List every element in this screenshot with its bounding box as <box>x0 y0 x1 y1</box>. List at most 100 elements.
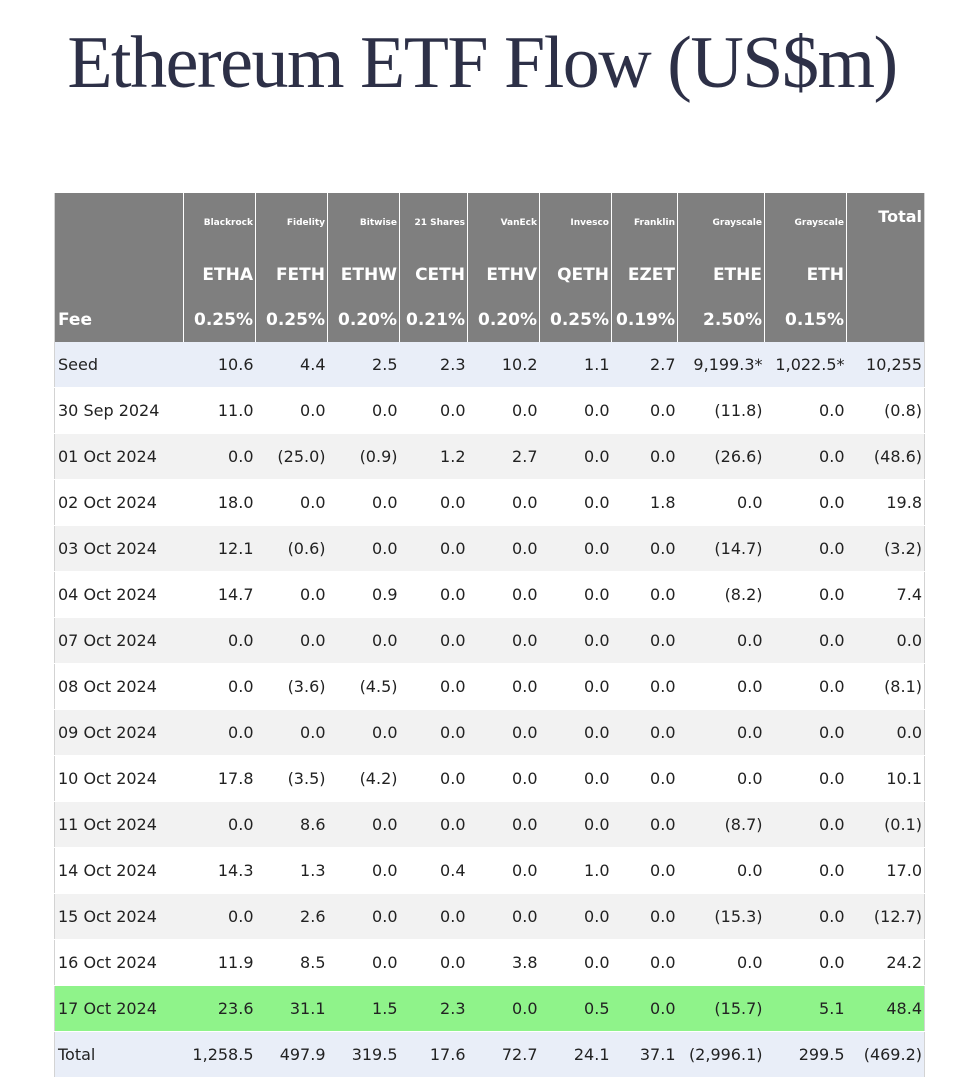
flow-cell: 0.0 <box>467 479 540 526</box>
ticker-header: QETH <box>539 252 612 297</box>
flow-cell: 0.4 <box>399 847 468 894</box>
flow-cell: (8.7) <box>677 801 765 848</box>
row-total-cell: 19.8 <box>846 479 925 526</box>
flow-cell: 0.0 <box>611 755 678 802</box>
flow-cell: 0.0 <box>327 525 400 572</box>
flow-cell: 0.0 <box>255 387 328 434</box>
header-blank-cell <box>54 193 184 252</box>
flow-cell: 497.9 <box>255 1031 328 1078</box>
ticker-header-row: ETHA FETH ETHW CETH ETHV QETH EZET ETHE … <box>54 252 925 297</box>
flow-cell: 31.1 <box>255 985 328 1032</box>
flow-cell: 2.3 <box>399 985 468 1032</box>
row-total-cell: (8.1) <box>846 663 925 710</box>
fee-value: 0.25% <box>539 297 612 342</box>
row-total-cell: 10.1 <box>846 755 925 802</box>
flow-cell: 0.0 <box>467 617 540 664</box>
issuer-header: Blackrock <box>183 193 256 252</box>
table-row: 17 Oct 2024 23.6 31.1 1.5 2.3 0.0 0.5 0.0 (15.7)… <box>54 985 925 1032</box>
flow-cell: 0.0 <box>611 709 678 756</box>
flow-cell: 0.0 <box>467 663 540 710</box>
flow-cell: 0.0 <box>539 617 612 664</box>
table-row: 15 Oct 2024 0.0 2.6 0.0 0.0 0.0 0.0 0.0 (15.3) 0.… <box>54 893 925 940</box>
flow-cell: 17.8 <box>183 755 256 802</box>
flow-cell: 0.0 <box>183 617 256 664</box>
flow-cell: 0.0 <box>611 571 678 618</box>
flow-cell: 0.0 <box>255 571 328 618</box>
flow-cell: 14.3 <box>183 847 256 894</box>
flow-cell: 0.9 <box>327 571 400 618</box>
flow-cell: 0.0 <box>183 709 256 756</box>
row-label: 03 Oct 2024 <box>54 525 184 572</box>
flow-cell: 1.0 <box>539 847 612 894</box>
flow-cell: 2.5 <box>327 342 400 388</box>
flow-cell: 0.0 <box>467 847 540 894</box>
flow-cell: 0.0 <box>399 571 468 618</box>
flow-cell: 0.0 <box>764 939 847 986</box>
table-row: 16 Oct 2024 11.9 8.5 0.0 0.0 3.8 0.0 0.0 0.0 0.0 2… <box>54 939 925 986</box>
flow-cell: 0.0 <box>611 985 678 1032</box>
flow-cell: (3.5) <box>255 755 328 802</box>
flow-cell: 0.0 <box>764 433 847 480</box>
flow-cell: 0.0 <box>764 479 847 526</box>
row-total-cell: (3.2) <box>846 525 925 572</box>
table-row: 02 Oct 2024 18.0 0.0 0.0 0.0 0.0 0.0 1.8 0.0 0.0 1… <box>54 479 925 526</box>
flow-cell: 0.0 <box>399 801 468 848</box>
table-row: 09 Oct 2024 0.0 0.0 0.0 0.0 0.0 0.0 0.0 0.0 0.0 0.… <box>54 709 925 756</box>
flow-cell: 2.3 <box>399 342 468 388</box>
flow-cell: 0.0 <box>677 709 765 756</box>
flow-cell: 0.0 <box>467 571 540 618</box>
issuer-header: Grayscale <box>677 193 765 252</box>
flow-cell: (0.6) <box>255 525 328 572</box>
row-label: Seed <box>54 342 184 388</box>
row-total-cell: (12.7) <box>846 893 925 940</box>
flow-cell: 0.0 <box>539 893 612 940</box>
flow-cell: 0.0 <box>399 525 468 572</box>
flow-cell: 18.0 <box>183 479 256 526</box>
table-row: 01 Oct 2024 0.0 (25.0) (0.9) 1.2 2.7 0.0 0.0 (26… <box>54 433 925 480</box>
flow-cell: 2.7 <box>467 433 540 480</box>
flow-cell: 319.5 <box>327 1031 400 1078</box>
flow-cell: 0.0 <box>183 663 256 710</box>
flow-cell: 0.0 <box>399 709 468 756</box>
total-row: Total 1,258.5 497.9 319.5 17.6 72.7 24.1 37.1 (2… <box>54 1031 925 1078</box>
flow-cell: 0.0 <box>764 709 847 756</box>
flow-cell: 0.0 <box>183 801 256 848</box>
row-total-cell: 0.0 <box>846 709 925 756</box>
flow-cell: 12.1 <box>183 525 256 572</box>
flow-cell: 8.6 <box>255 801 328 848</box>
flow-table-body: Seed 10.6 4.4 2.5 2.3 10.2 1.1 2.7 9,199.3* 1,022… <box>54 342 925 1078</box>
flow-cell: 0.0 <box>611 433 678 480</box>
row-total-cell: 24.2 <box>846 939 925 986</box>
fee-value: 0.25% <box>183 297 256 342</box>
fee-value: 0.21% <box>399 297 468 342</box>
flow-cell: 23.6 <box>183 985 256 1032</box>
flow-cell: 1,022.5* <box>764 342 847 388</box>
flow-cell: 0.0 <box>539 801 612 848</box>
flow-cell: (0.9) <box>327 433 400 480</box>
row-label: 11 Oct 2024 <box>54 801 184 848</box>
flow-cell: 0.0 <box>611 617 678 664</box>
table-row: 10 Oct 2024 17.8 (3.5) (4.2) 0.0 0.0 0.0 0.0 0.0… <box>54 755 925 802</box>
flow-cell: 72.7 <box>467 1031 540 1078</box>
flow-cell: 299.5 <box>764 1031 847 1078</box>
ticker-header: ETHW <box>327 252 400 297</box>
flow-cell: 0.0 <box>611 893 678 940</box>
row-label: 08 Oct 2024 <box>54 663 184 710</box>
issuer-header: Grayscale <box>764 193 847 252</box>
row-total-cell: (48.6) <box>846 433 925 480</box>
fee-label: Fee <box>54 297 184 342</box>
flow-cell: 37.1 <box>611 1031 678 1078</box>
flow-cell: 14.7 <box>183 571 256 618</box>
flow-cell: 0.0 <box>399 755 468 802</box>
flow-cell: (14.7) <box>677 525 765 572</box>
flow-cell: 0.0 <box>327 479 400 526</box>
issuer-header: Franklin <box>611 193 678 252</box>
flow-cell: (15.7) <box>677 985 765 1032</box>
row-total-cell: (469.2) <box>846 1031 925 1078</box>
flow-cell: 10.2 <box>467 342 540 388</box>
issuer-header: VanEck <box>467 193 540 252</box>
flow-cell: 0.0 <box>764 847 847 894</box>
issuer-header: Invesco <box>539 193 612 252</box>
row-label: 15 Oct 2024 <box>54 893 184 940</box>
row-total-cell: (0.1) <box>846 801 925 848</box>
